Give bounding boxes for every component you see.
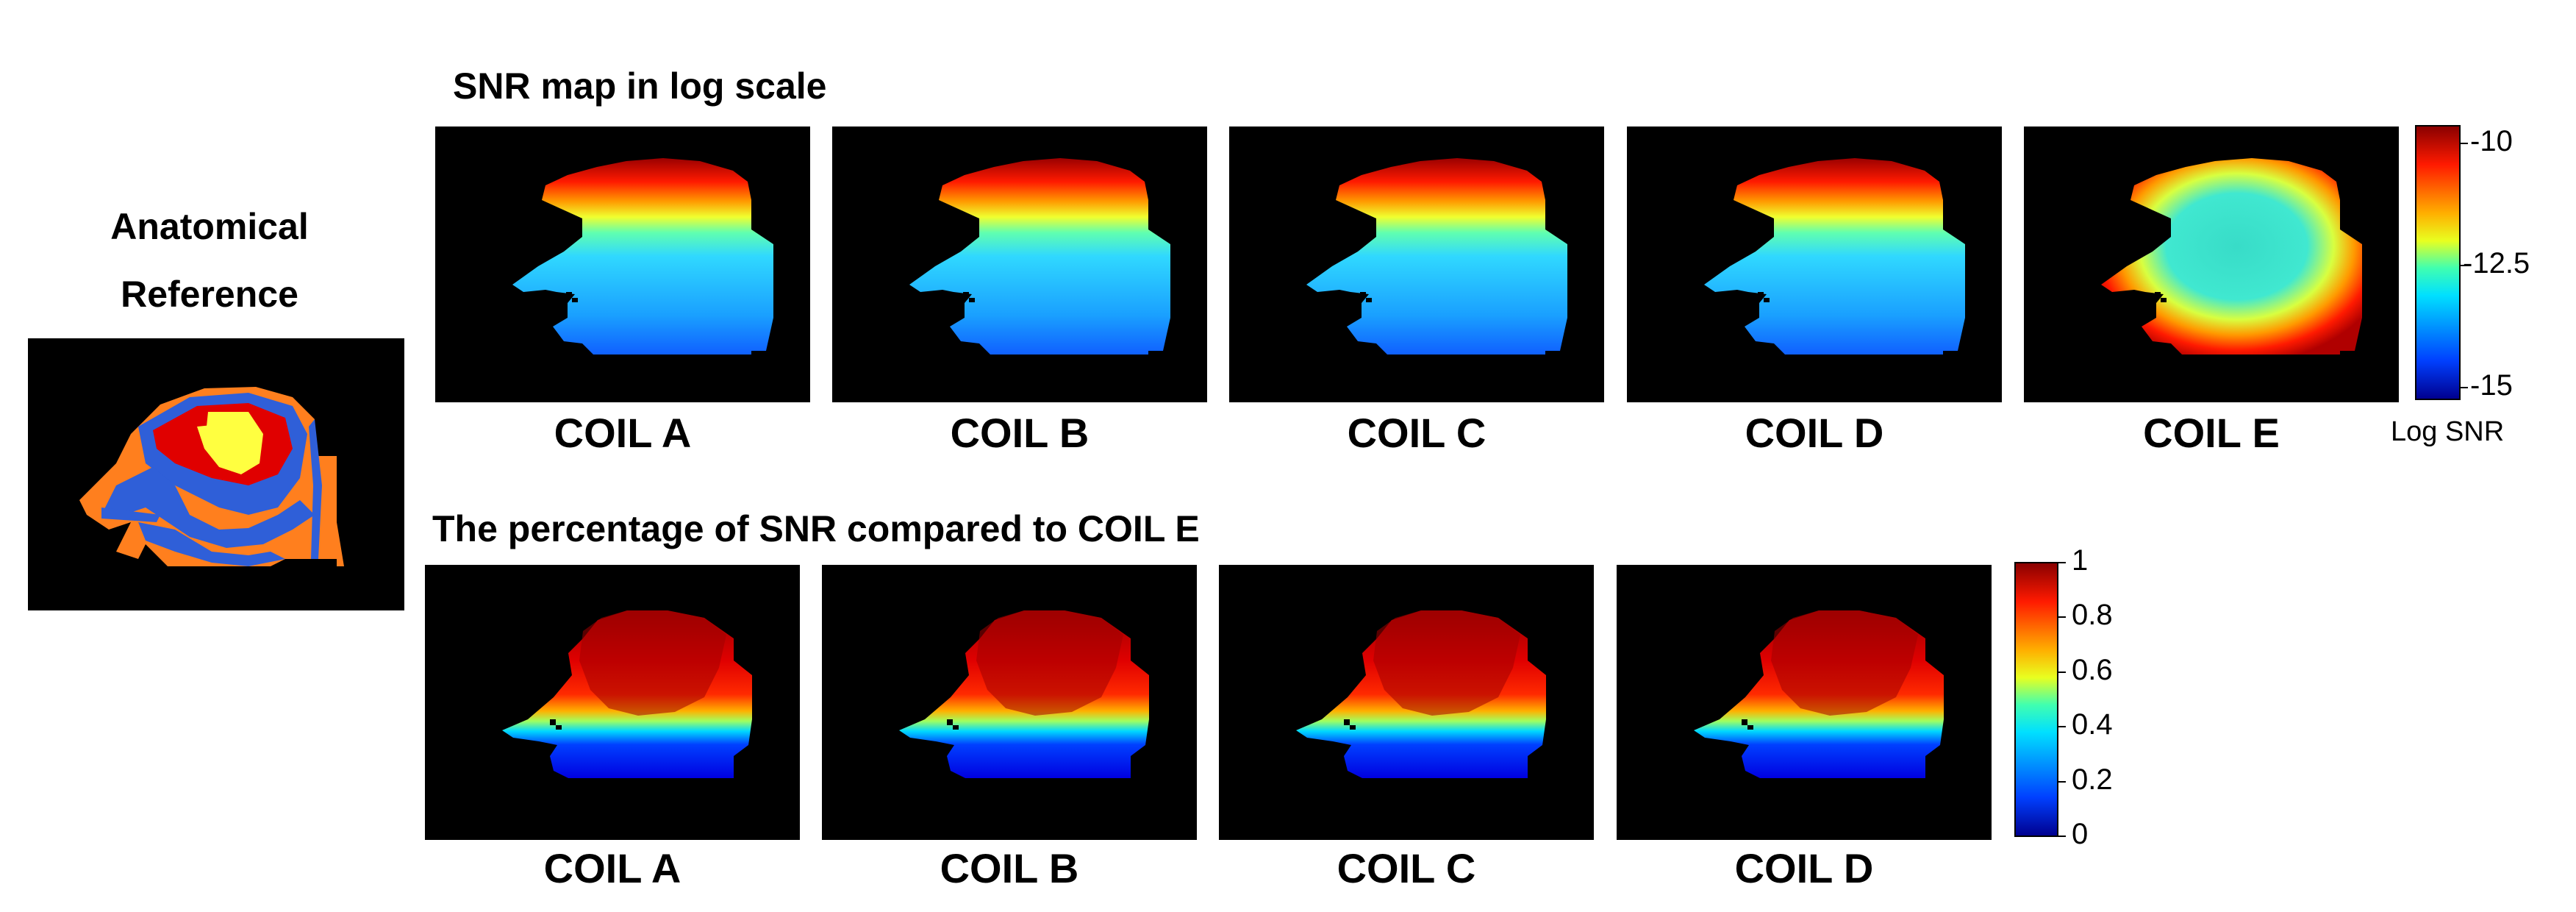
snr-colorbar <box>2415 125 2461 400</box>
pct-tick-mark <box>2058 562 2066 563</box>
pct-tick-mark <box>2058 836 2066 837</box>
pct-tick-label: 0.2 <box>2072 763 2113 796</box>
snr-percentage-map-image <box>425 565 800 840</box>
pct-coil-label: COIL A <box>543 845 681 891</box>
pct-coil-label: COIL D <box>1734 845 1874 891</box>
anatomical-title: Anatomical Reference <box>29 193 390 328</box>
anatomical-reference-image <box>28 338 404 610</box>
pct-coil-label: COIL B <box>940 845 1079 891</box>
snr-coil-label: COIL B <box>950 410 1090 456</box>
pct-colorbar <box>2014 562 2058 837</box>
pct-tick-label: 0.4 <box>2072 708 2113 741</box>
pct-tick-label: 1 <box>2072 544 2089 577</box>
pct-tick-mark <box>2058 780 2066 783</box>
pct-coil-label: COIL C <box>1337 845 1476 891</box>
snr-tick-mark-top <box>2461 143 2468 144</box>
pct-tick-mark <box>2058 726 2066 728</box>
snr-map-image <box>2024 127 2399 402</box>
snr-coil-label: COIL A <box>554 410 692 456</box>
pct-section-title: The percentage of SNR compared to COIL E <box>432 508 1200 549</box>
anatomical-title-line2: Reference <box>121 274 298 315</box>
snr-tick-label: -12.5 <box>2463 247 2530 279</box>
snr-tick-label: -15 <box>2470 369 2513 402</box>
pct-tick-mark <box>2058 671 2066 673</box>
snr-map-image <box>1627 127 2002 402</box>
snr-coil-label: COIL C <box>1347 410 1486 456</box>
pct-tick-label: 0.6 <box>2072 653 2113 686</box>
snr-percentage-map-image <box>1617 565 1992 840</box>
snr-map-image <box>1229 127 1604 402</box>
snr-map-image <box>832 127 1207 402</box>
snr-coil-label: COIL E <box>2143 410 2280 456</box>
snr-tick-mark-mid <box>2461 265 2468 266</box>
anatomical-title-line1: Anatomical <box>110 206 309 247</box>
snr-tick-mark-bottom <box>2461 387 2468 388</box>
pct-tick-label: 0.8 <box>2072 599 2113 632</box>
snr-percentage-map-image <box>822 565 1197 840</box>
pct-tick-label: 0 <box>2072 818 2089 850</box>
snr-tick-label: -10 <box>2470 125 2513 157</box>
pct-tick-mark <box>2058 616 2066 619</box>
snr-percentage-map-image <box>1219 565 1594 840</box>
snr-map-image <box>435 127 810 402</box>
snr-coil-label: COIL D <box>1745 410 1884 456</box>
snr-colorbar-label: Log SNR <box>2391 416 2505 447</box>
snr-section-title: SNR map in log scale <box>453 65 827 107</box>
